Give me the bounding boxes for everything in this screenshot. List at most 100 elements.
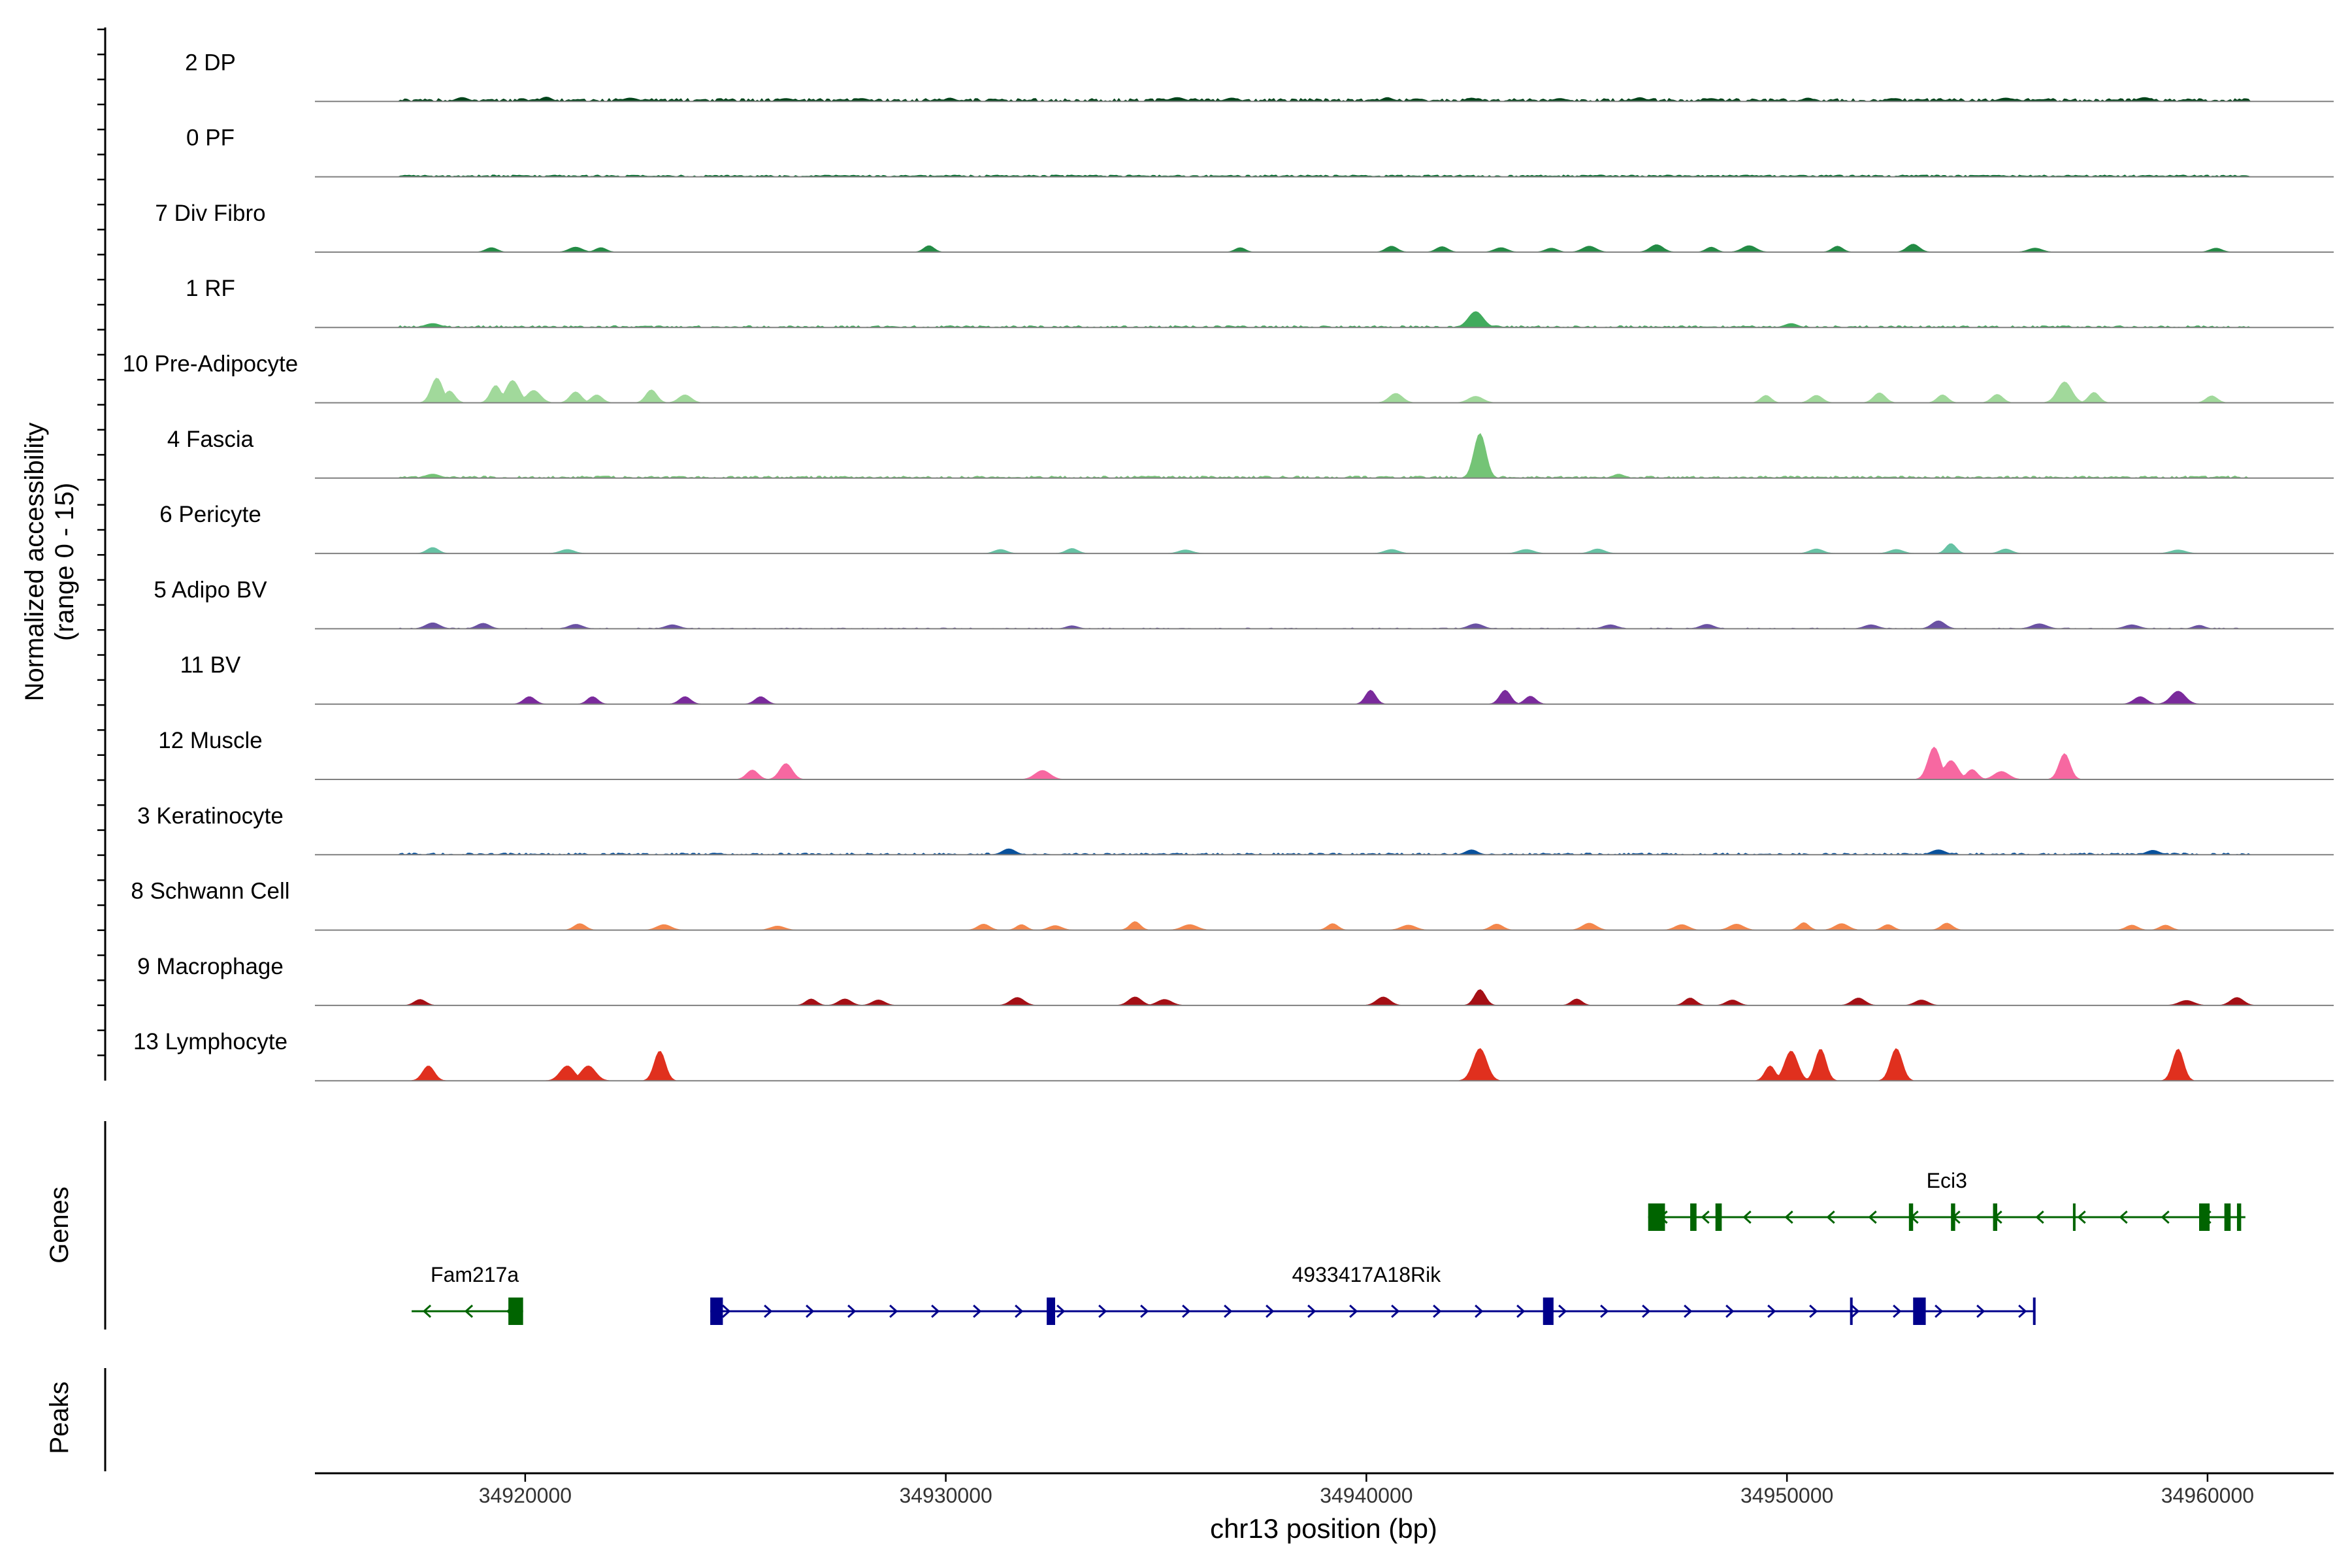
track: 0 PF — [186, 125, 2334, 178]
strand-arrow — [1642, 1304, 1651, 1318]
track-label: 6 Pericyte — [159, 502, 261, 527]
exon — [1850, 1298, 1853, 1325]
strand-arrow — [1742, 1210, 1752, 1224]
strand-arrow — [1391, 1304, 1400, 1318]
track-signal — [315, 1048, 2334, 1081]
strand-arrow — [1826, 1210, 1835, 1224]
track: 10 Pre-Adipocyte — [123, 351, 2334, 404]
strand-arrow — [1307, 1304, 1316, 1318]
strand-arrow — [806, 1304, 815, 1318]
track-signal — [315, 620, 2334, 629]
exon — [2199, 1203, 2210, 1231]
strand-arrow — [1684, 1304, 1693, 1318]
track-signal — [315, 378, 2334, 403]
strand-arrow — [764, 1304, 773, 1318]
strand-arrow — [1182, 1304, 1191, 1318]
track: 12 Muscle — [158, 728, 2334, 780]
gene-fam217a: Fam217a — [412, 1263, 523, 1325]
exon — [1913, 1298, 1926, 1325]
track-signal — [315, 921, 2334, 931]
strand-arrow — [1056, 1304, 1066, 1318]
exon — [2072, 1203, 2076, 1231]
track: 1 RF — [186, 276, 2334, 329]
gene-label: Fam217a — [431, 1263, 519, 1286]
strand-arrow — [1893, 1304, 1902, 1318]
track-signal — [315, 96, 2334, 103]
strand-arrow — [1600, 1304, 1609, 1318]
track: 8 Schwann Cell — [131, 879, 2334, 931]
track: 13 Lymphocyte — [133, 1029, 2334, 1082]
strand-arrow — [1516, 1304, 1526, 1318]
strand-arrow — [973, 1304, 982, 1318]
strand-arrow — [1701, 1210, 1710, 1224]
track-label: 1 RF — [186, 276, 235, 301]
exon — [1715, 1203, 1722, 1231]
strand-arrow — [1851, 1304, 1860, 1318]
track: 6 Pericyte — [159, 502, 2334, 555]
exon — [1690, 1203, 1697, 1231]
track-label: 0 PF — [186, 125, 235, 151]
strand-arrow — [1475, 1304, 1484, 1318]
x-tick-label: 34920000 — [479, 1484, 572, 1507]
y-axis-label-line1: Normalized accessibility — [20, 423, 49, 702]
strand-arrow — [847, 1304, 857, 1318]
gene-eci3: Eci3 — [1648, 1169, 2246, 1231]
strand-arrow — [889, 1304, 898, 1318]
strand-arrow — [1809, 1304, 1818, 1318]
exon — [1993, 1203, 1997, 1231]
x-axis-label: chr13 position (bp) — [1210, 1513, 1437, 1544]
track-signal — [315, 311, 2334, 328]
strand-arrow — [1976, 1304, 1985, 1318]
exon — [1648, 1203, 1665, 1231]
x-tick-label: 34940000 — [1320, 1484, 1413, 1507]
strand-arrow — [2018, 1304, 2027, 1318]
exon — [1908, 1203, 1914, 1231]
track-label: 3 Keratinocyte — [137, 803, 284, 828]
strand-arrow — [931, 1304, 940, 1318]
track-signal — [315, 848, 2334, 855]
strand-arrow — [1558, 1304, 1567, 1318]
track-label: 10 Pre-Adipocyte — [123, 351, 298, 377]
strand-arrow — [1935, 1304, 1944, 1318]
x-tick-label: 34950000 — [1740, 1484, 1833, 1507]
track-signal — [315, 433, 2334, 479]
gene-label: 4933417A18Rik — [1292, 1263, 1442, 1286]
track-signal — [315, 689, 2334, 705]
strand-arrow — [1224, 1304, 1233, 1318]
track-label: 8 Schwann Cell — [131, 879, 289, 904]
coverage-tracks: 2 DP 0 PF 7 Div Fibro 1 RF 10 Pre-Adipocyte 4… — [123, 50, 2334, 1082]
exon — [2236, 1203, 2242, 1231]
track: 5 Adipo BV — [154, 577, 2334, 630]
gene-4933417a18rik: 4933417A18Rik — [710, 1263, 2036, 1325]
genes-panel-label: Genes — [45, 1186, 74, 1264]
track-signal — [315, 989, 2334, 1006]
track: 11 BV — [180, 653, 2334, 705]
strand-arrow — [464, 1304, 474, 1318]
track-label: 12 Muscle — [158, 728, 263, 753]
strand-arrow — [1725, 1304, 1735, 1318]
exon — [508, 1298, 523, 1325]
exon — [2033, 1298, 2036, 1325]
strand-arrow — [1767, 1304, 1776, 1318]
y-axis-label-line2: (range 0 - 15) — [50, 483, 79, 641]
strand-arrow — [1098, 1304, 1107, 1318]
track-label: 2 DP — [185, 50, 236, 75]
strand-arrow — [1868, 1210, 1877, 1224]
track: 3 Keratinocyte — [137, 803, 2334, 856]
track-signal — [315, 244, 2334, 253]
track-label: 4 Fascia — [167, 427, 254, 452]
strand-arrow — [1349, 1304, 1358, 1318]
track-signal — [315, 543, 2334, 554]
x-tick-label: 34930000 — [899, 1484, 992, 1507]
strand-arrow — [1140, 1304, 1149, 1318]
x-tick-label: 34960000 — [2161, 1484, 2254, 1507]
track-label: 9 Macrophage — [137, 954, 284, 979]
strand-arrow — [1015, 1304, 1024, 1318]
gene-label: Eci3 — [1927, 1169, 1967, 1192]
track-label: 13 Lymphocyte — [133, 1029, 287, 1054]
exon — [1047, 1298, 1055, 1325]
gene-annotations: Eci3 Fam217a 4933417A18Rik — [412, 1169, 2246, 1325]
track-label: 7 Div Fibro — [155, 201, 265, 226]
strand-arrow — [2077, 1210, 2086, 1224]
strand-arrow — [422, 1304, 432, 1318]
